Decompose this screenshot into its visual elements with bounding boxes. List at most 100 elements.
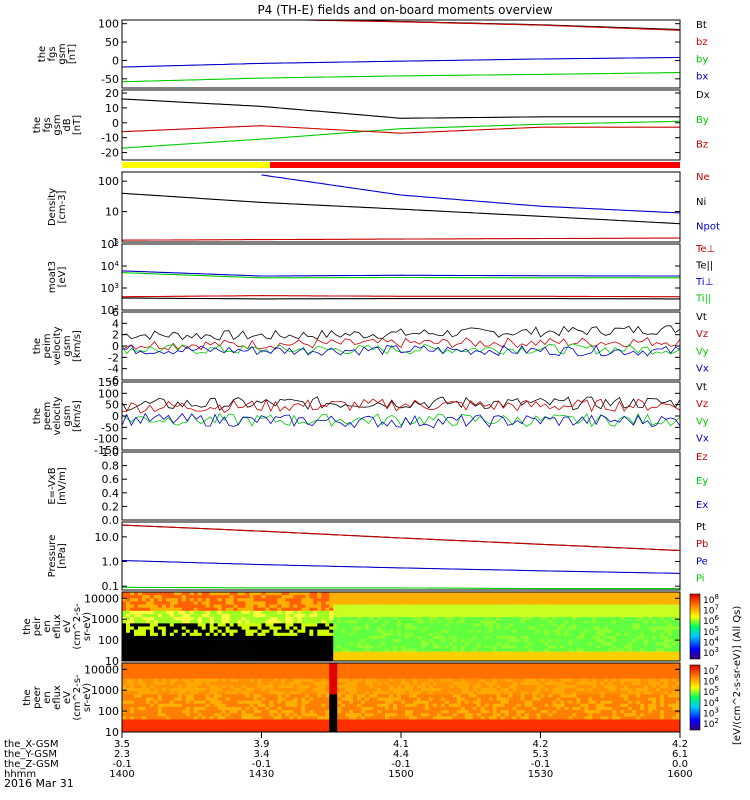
heatmap-cell [420, 657, 426, 662]
heatmap-cell [173, 629, 179, 634]
heatmap-cell [420, 694, 426, 698]
heatmap-cell [305, 700, 310, 705]
heatmap-cell [249, 678, 254, 683]
heatmap-cell [656, 657, 661, 662]
heatmap-cell [393, 651, 398, 656]
heatmap-cell [141, 657, 147, 662]
heatmap-cell [337, 716, 342, 720]
heatmap-cell [321, 700, 326, 705]
legend-entry: bz [696, 37, 708, 48]
heatmap-cell [141, 713, 147, 717]
heatmap-cell [536, 623, 541, 627]
heatmap-cell [484, 639, 489, 643]
heatmap-cell [428, 610, 434, 615]
heatmap-cell [369, 728, 374, 733]
heatmap-cell [157, 700, 163, 705]
heatmap-cell [337, 697, 342, 701]
heatmap-cell [504, 610, 509, 615]
heatmap-cell [209, 672, 214, 676]
heatmap-cell [161, 635, 167, 640]
heatmap-cell [217, 684, 222, 689]
heatmap-cell [261, 666, 266, 670]
heatmap-cell [185, 728, 191, 733]
heatmap-cell [408, 710, 414, 714]
heatmap-cell [161, 713, 167, 717]
heatmap-cell [560, 620, 565, 624]
heatmap-cell [241, 592, 246, 596]
heatmap-cell [253, 601, 258, 605]
heatmap-cell [141, 598, 147, 602]
heatmap-cell [516, 604, 521, 608]
heatmap-cell [185, 620, 191, 624]
heatmap-cell [357, 694, 362, 698]
heatmap-cell [281, 635, 286, 640]
heatmap-cell [337, 700, 342, 705]
heatmap-cell [257, 620, 262, 624]
heatmap-cell [452, 623, 458, 627]
heatmap-cell [265, 669, 270, 673]
heatmap-cell [500, 635, 505, 640]
heatmap-cell [333, 694, 338, 698]
heatmap-cell [321, 697, 326, 701]
heatmap-cell [404, 623, 410, 627]
heatmap-cell [141, 722, 147, 727]
heatmap-cell [193, 669, 199, 673]
heatmap-cell [576, 639, 581, 643]
heatmap-cell [289, 713, 294, 717]
heatmap-cell [249, 610, 254, 615]
heatmap-cell [432, 617, 438, 621]
heatmap-cell [337, 604, 342, 608]
heatmap-cell [145, 595, 151, 599]
heatmap-cell [349, 632, 354, 637]
heatmap-cell [460, 626, 466, 630]
heatmap-cell [476, 648, 482, 652]
heatmap-cell [189, 672, 195, 676]
heatmap-cell [161, 623, 167, 627]
heatmap-cell [401, 703, 406, 708]
heatmap-cell [125, 651, 131, 656]
heatmap-cell [584, 632, 589, 637]
heatmap-cell [604, 629, 609, 634]
heatmap-cell [301, 657, 306, 662]
heatmap-cell [468, 623, 474, 627]
heatmap-cell [205, 629, 210, 634]
heatmap-cell [644, 635, 649, 640]
heatmap-cell [572, 635, 577, 640]
heatmap-cell [528, 651, 533, 656]
heatmap-cell [225, 617, 230, 621]
heatmap-cell [377, 716, 382, 720]
heatmap-cell [209, 639, 214, 643]
heatmap-cell [476, 642, 482, 646]
heatmap-cell [237, 657, 242, 662]
heatmap-cell [185, 617, 191, 621]
heatmap-cell [624, 654, 629, 659]
heatmap-cell [496, 651, 501, 656]
heatmap-cell [424, 645, 430, 649]
heatmap-cell [137, 663, 143, 667]
heatmap-cell [225, 598, 230, 602]
heatmap-cell [365, 697, 370, 701]
heatmap-cell [401, 604, 406, 608]
heatmap-cell [536, 607, 541, 612]
heatmap-cell [321, 645, 326, 649]
heatmap-cell [149, 675, 155, 679]
heatmap-cell [404, 613, 410, 618]
heatmap-cell [141, 706, 147, 711]
heatmap-cell [361, 598, 366, 602]
heatmap-cell [660, 613, 665, 618]
heatmap-cell [404, 617, 410, 621]
heatmap-cell [205, 613, 210, 618]
heatmap-cell [624, 645, 629, 649]
heatmap-cell [452, 592, 458, 596]
heatmap-cell [265, 601, 270, 605]
heatmap-cell [149, 725, 155, 730]
heatmap-cell [353, 617, 358, 621]
heatmap-cell [345, 697, 350, 701]
heatmap-cell [516, 645, 521, 649]
heatmap-cell [628, 604, 633, 608]
heatmap-cell [408, 623, 414, 627]
heatmap-cell [508, 592, 513, 596]
heatmap-cell [620, 626, 625, 630]
heatmap-cell [165, 651, 171, 656]
heatmap-cell [285, 663, 290, 667]
